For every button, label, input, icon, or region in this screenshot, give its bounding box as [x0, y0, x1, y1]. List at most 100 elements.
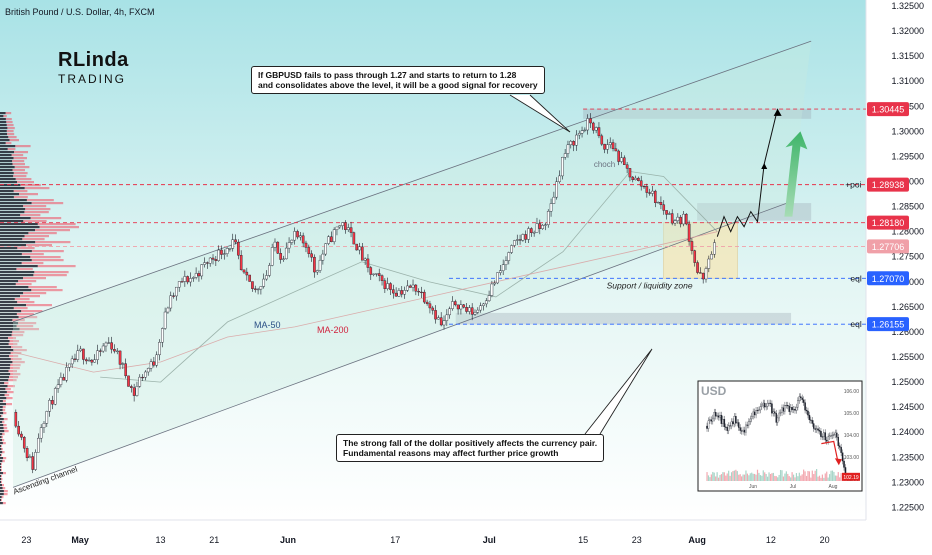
candle-bull [225, 248, 229, 254]
profile-bar-red [20, 184, 41, 187]
inset-volume-bar [707, 475, 710, 481]
inset-candle [710, 419, 713, 422]
inset-volume-bar [792, 474, 795, 481]
profile-bar-red [2, 409, 6, 412]
inset-down-arrowhead [834, 458, 842, 466]
profile-bar-dark [0, 148, 8, 151]
candle-bull [668, 213, 671, 215]
profile-bar-dark [0, 430, 5, 433]
x-tick-label: 13 [156, 535, 166, 545]
profile-bar-dark [0, 175, 14, 178]
inset-volume-bar [811, 470, 813, 481]
candle-bull [53, 388, 57, 405]
inset-candle [802, 399, 805, 403]
inset-volume-bar [768, 472, 770, 481]
candle-bull [149, 361, 153, 369]
inset-candle [759, 406, 762, 411]
profile-bar-dark [0, 250, 32, 253]
candle-bear [220, 249, 223, 255]
inset-volume-bar [765, 474, 767, 481]
profile-bar-dark [0, 403, 6, 406]
candle-bear [369, 267, 373, 275]
candle-bear [214, 259, 218, 261]
candle-bull [676, 216, 680, 221]
candle-bull [200, 264, 204, 277]
inset-volume-bar [833, 471, 835, 481]
candle-bull [65, 367, 68, 381]
profile-bar-red [8, 370, 17, 373]
candle-bull [437, 317, 440, 320]
profile-bar-red [11, 154, 24, 157]
profile-bar-dark [0, 451, 3, 454]
profile-bar-dark [0, 274, 34, 277]
level-side-label: eql [850, 319, 861, 329]
inset-candle [817, 428, 819, 431]
profile-bar-red [22, 238, 45, 241]
inset-candle [825, 439, 828, 442]
candle-bull [175, 286, 178, 297]
candle-bear [417, 290, 420, 293]
inset-volume-bar [808, 471, 811, 481]
profile-bar-dark [0, 418, 4, 421]
profile-bar-dark [0, 265, 38, 268]
inset-candle [712, 417, 714, 422]
inset-volume-bar [739, 474, 741, 481]
inset-volume-bar [774, 475, 776, 481]
profile-bar-dark [0, 127, 8, 130]
profile-bar-red [1, 415, 3, 418]
inset-volume-bar [713, 472, 715, 481]
profile-bar-dark [0, 358, 11, 361]
profile-bar-red [23, 220, 47, 223]
inset-candle [753, 411, 756, 416]
inset-volume-bar [817, 476, 819, 481]
x-tick-label: 23 [632, 535, 642, 545]
profile-bar-dark [0, 484, 2, 487]
candle-bull [552, 196, 556, 204]
profile-bar-dark [0, 331, 13, 334]
inset-volume-bar [782, 476, 785, 481]
candle-bear [14, 411, 18, 427]
candle-bull [569, 141, 573, 146]
inset-volume-bar [709, 477, 711, 481]
candle-bull [282, 258, 285, 260]
profile-bar-red [7, 127, 15, 130]
inset-candle [726, 427, 728, 431]
candle-bear [420, 291, 423, 294]
y-tick-label: 1.26500 [891, 302, 924, 312]
inset-candle [843, 460, 845, 468]
profile-bar-red [17, 301, 35, 304]
candle-bear [589, 118, 592, 124]
inset-candle [775, 413, 777, 423]
level-tag [867, 271, 909, 286]
inset-volume-bar [762, 470, 764, 481]
candle-bear [313, 256, 316, 273]
inset-volume-bar [738, 474, 740, 481]
candle-bull [318, 259, 322, 271]
profile-bar-dark [0, 472, 3, 475]
candle-bull [346, 227, 350, 230]
profile-bar-red [2, 400, 6, 403]
profile-bar-dark [0, 295, 20, 298]
candle-bull [403, 290, 406, 295]
candle-bull [451, 301, 454, 309]
y-tick-label: 1.28500 [891, 202, 924, 212]
profile-bar-red [5, 142, 12, 145]
inset-candle [769, 402, 772, 404]
inset-candle [771, 403, 773, 414]
y-tick-label: 1.25000 [891, 377, 924, 387]
inset-x-tick: Aug [829, 484, 838, 490]
profile-bar-dark [0, 481, 1, 484]
candle-bull [375, 273, 378, 275]
profile-bar-red [2, 433, 5, 436]
inset-candle [833, 434, 835, 436]
candle-bull [70, 358, 74, 365]
level-tag-label: 1.28938 [872, 180, 905, 190]
profile-bar-red [13, 190, 28, 193]
profile-bar-red [4, 430, 9, 433]
inset-volume-bar [766, 476, 769, 481]
candle-bull [183, 276, 187, 282]
profile-bar-dark [0, 394, 5, 397]
inset-candle [707, 420, 710, 429]
candle-bear [355, 243, 358, 251]
inset-volume-bar [732, 470, 734, 481]
